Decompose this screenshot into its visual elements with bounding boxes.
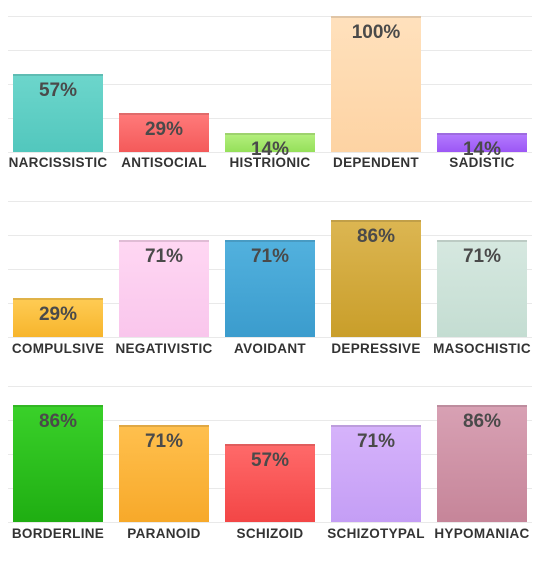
bar-schizoid [225,444,315,522]
category-label: COMPULSIVE [11,341,105,356]
bar-top-edge [119,425,209,428]
bar-top-edge [119,112,209,115]
gridline [8,118,532,119]
gridline [8,522,532,523]
category-label: HISTRIONIC [229,155,311,170]
value-label: 14% [250,138,290,160]
category-label: DEPENDENT [333,155,419,170]
gridline [8,201,532,202]
category-label: AVOIDANT [234,341,306,356]
value-label: 57% [38,80,78,102]
bar-dependent [331,16,421,152]
bar-top-edge [225,132,315,135]
value-label: 14% [462,138,502,160]
bar-top-edge [437,405,527,408]
value-label: 71% [144,431,184,453]
gridline [8,84,532,85]
bar-top-edge [13,74,103,77]
value-label: 29% [144,118,184,140]
bar-hypomaniac [437,405,527,522]
bar-top-edge [331,220,421,223]
gridline [8,16,532,17]
bar-depressive [331,220,421,337]
bar-top-edge [225,444,315,447]
category-label: NARCISSISTIC [8,155,108,170]
value-label: 71% [250,246,290,268]
category-label: BORDERLINE [11,526,105,541]
value-label: 86% [38,411,78,433]
value-label: 86% [356,226,396,248]
gridline [8,420,532,421]
value-label: 29% [38,303,78,325]
bar-compulsive [13,297,103,337]
bar-borderline [13,405,103,522]
gridline [8,386,532,387]
bar-avoidant [225,240,315,337]
gridline [8,337,532,338]
bar-top-edge [331,16,421,18]
bar-negativistic [119,240,209,337]
gridline [8,152,532,153]
category-label: DEPRESSIVE [331,341,421,356]
bar-top-edge [225,240,315,243]
category-label: SADISTIC [449,155,515,170]
bar-schizotypal [331,425,421,522]
gridline [8,235,532,236]
gridline [8,50,532,51]
value-label: 71% [462,246,502,268]
value-label: 71% [356,431,396,453]
category-label: HYPOMANIAC [434,526,530,541]
category-label: PARANOID [127,526,201,541]
bar-histrionic [225,132,315,152]
category-label: NEGATIVISTIC [115,341,213,356]
value-label: 71% [144,246,184,268]
value-label: 57% [250,450,290,472]
category-label: ANTISOCIAL [121,155,207,170]
bar-top-edge [13,405,103,408]
bar-sadistic [437,132,527,152]
bar-top-edge [119,240,209,243]
bar-top-edge [13,297,103,300]
bar-top-edge [331,425,421,428]
bar-top-edge [437,132,527,135]
value-label: 86% [462,411,502,433]
bar-narcissistic [13,74,103,152]
bar-antisocial [119,112,209,152]
bar-paranoid [119,425,209,522]
category-label: SCHIZOID [236,526,304,541]
value-label: 100% [351,22,401,43]
category-label: MASOCHISTIC [433,341,531,356]
bar-top-edge [437,240,527,243]
bar-masochistic [437,240,527,337]
category-label: SCHIZOTYPAL [327,526,425,541]
